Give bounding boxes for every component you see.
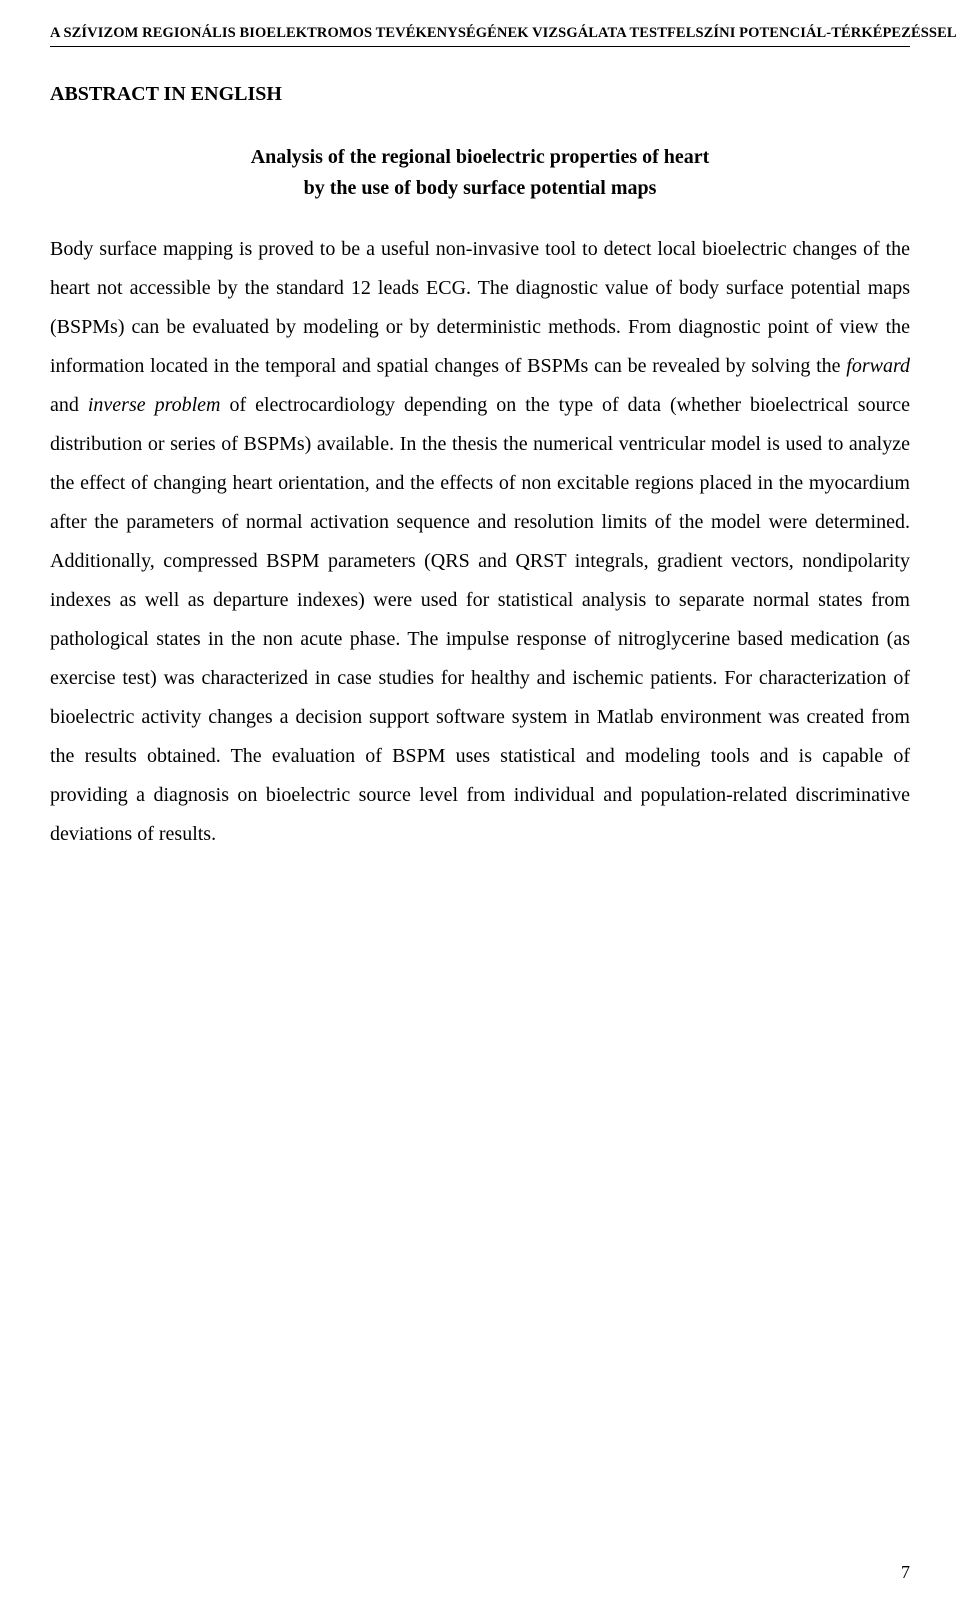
italic-inverse: inverse problem	[88, 394, 221, 416]
page-number: 7	[901, 1562, 910, 1583]
body-part-b: and	[50, 394, 88, 416]
italic-forward: forward	[846, 355, 910, 377]
title-line-2: by the use of body surface potential map…	[304, 177, 657, 199]
paper-title: Analysis of the regional bioelectric pro…	[50, 142, 910, 204]
page: A SZÍVIZOM REGIONÁLIS BIOELEKTROMOS TEVÉ…	[0, 0, 960, 1611]
running-header: A SZÍVIZOM REGIONÁLIS BIOELEKTROMOS TEVÉ…	[50, 25, 910, 47]
body-part-c: of electrocardiology depending on the ty…	[50, 394, 910, 845]
abstract-body: Body surface mapping is proved to be a u…	[50, 230, 910, 854]
body-part-a: Body surface mapping is proved to be a u…	[50, 238, 910, 377]
title-line-1: Analysis of the regional bioelectric pro…	[251, 146, 710, 168]
section-title: ABSTRACT IN ENGLISH	[50, 83, 910, 106]
